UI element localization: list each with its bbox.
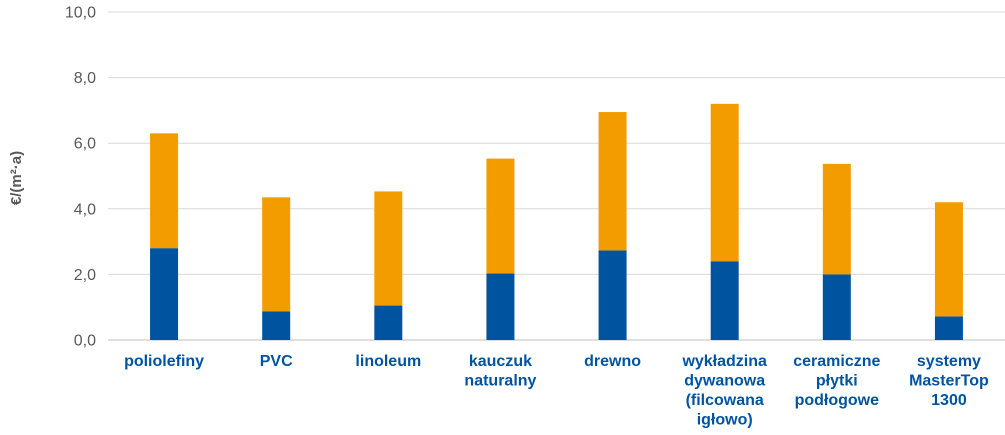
y-tick-labels: 0,0 2,0 4,0 6,0 8,0 10,0 bbox=[65, 5, 96, 350]
bar-segment-2 bbox=[150, 133, 179, 249]
bar-segment-1 bbox=[150, 248, 179, 340]
bar-segment-1 bbox=[374, 305, 403, 340]
bar-segment-1 bbox=[710, 261, 739, 340]
x-category-label-line: PVC bbox=[260, 353, 293, 370]
x-category-label-line: MasterTop bbox=[909, 373, 989, 390]
bar-segment-1 bbox=[262, 311, 291, 340]
bars bbox=[150, 103, 963, 340]
y-tick-label: 2,0 bbox=[74, 267, 96, 284]
y-axis-title: €/(m²·a) bbox=[8, 151, 25, 205]
x-category-label-line: systemy bbox=[917, 353, 981, 370]
gridlines bbox=[108, 11, 1005, 341]
y-tick-label: 10,0 bbox=[65, 5, 96, 22]
bar-segment-2 bbox=[934, 202, 963, 317]
x-category-label: linoleum bbox=[355, 353, 421, 370]
x-category-label-line: naturalny bbox=[464, 373, 536, 390]
bar-segment-2 bbox=[262, 197, 291, 312]
category-labels: poliolefiny PVC linoleum kauczuk naturalny dr… bbox=[124, 353, 989, 429]
y-tick-label: 4,0 bbox=[74, 201, 96, 218]
y-tick-label: 8,0 bbox=[74, 70, 96, 87]
bar-segment-2 bbox=[598, 112, 627, 251]
x-category-label-line: podłogowe bbox=[795, 392, 880, 409]
y-tick-label: 6,0 bbox=[74, 136, 96, 153]
x-category-label-line: igłowo) bbox=[697, 412, 753, 429]
x-category-label-line: (filcowana bbox=[686, 392, 764, 409]
x-category-label: wykładzina dywanowa (filcowana igłowo) bbox=[681, 353, 767, 429]
x-category-label-line: poliolefiny bbox=[124, 353, 204, 370]
x-category-label: systemy MasterTop 1300 bbox=[909, 353, 989, 409]
x-category-label: ceramiczne płytki podłogowe bbox=[793, 353, 880, 409]
bar-segment-1 bbox=[486, 273, 515, 340]
x-category-label-line: linoleum bbox=[355, 353, 421, 370]
x-category-label-line: 1300 bbox=[931, 392, 967, 409]
x-category-label-line: kauczuk bbox=[469, 353, 532, 370]
x-category-label-line: płytki bbox=[816, 373, 858, 390]
x-category-label: poliolefiny bbox=[124, 353, 204, 370]
x-category-label-line: drewno bbox=[584, 353, 641, 370]
x-category-label: kauczuk naturalny bbox=[464, 353, 536, 390]
x-category-label-line: dywanowa bbox=[684, 373, 765, 390]
bar-segment-1 bbox=[598, 250, 627, 340]
bar-segment-2 bbox=[822, 163, 851, 275]
x-category-label: drewno bbox=[584, 353, 641, 370]
x-category-label-line: wykładzina bbox=[681, 353, 767, 370]
bar-segment-1 bbox=[934, 316, 963, 340]
bar-segment-2 bbox=[486, 158, 515, 274]
x-category-label: PVC bbox=[260, 353, 293, 370]
y-tick-label: 0,0 bbox=[74, 333, 96, 350]
bar-segment-1 bbox=[822, 274, 851, 340]
bar-segment-2 bbox=[374, 191, 403, 306]
bar-segment-2 bbox=[710, 103, 739, 262]
x-category-label-line: ceramiczne bbox=[793, 353, 880, 370]
